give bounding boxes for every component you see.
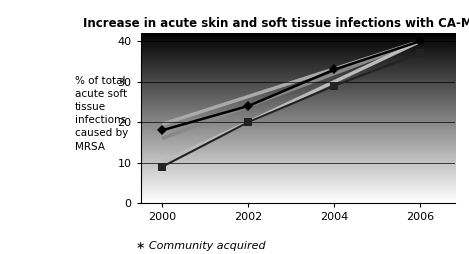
Text: % of total
acute soft
tissue
infections
caused by
MRSA: % of total acute soft tissue infections … [75,76,128,152]
Text: ∗ Community acquired: ∗ Community acquired [136,242,265,251]
Title: Increase in acute skin and soft tissue infections with CA-MRSA ∗: Increase in acute skin and soft tissue i… [83,18,469,30]
